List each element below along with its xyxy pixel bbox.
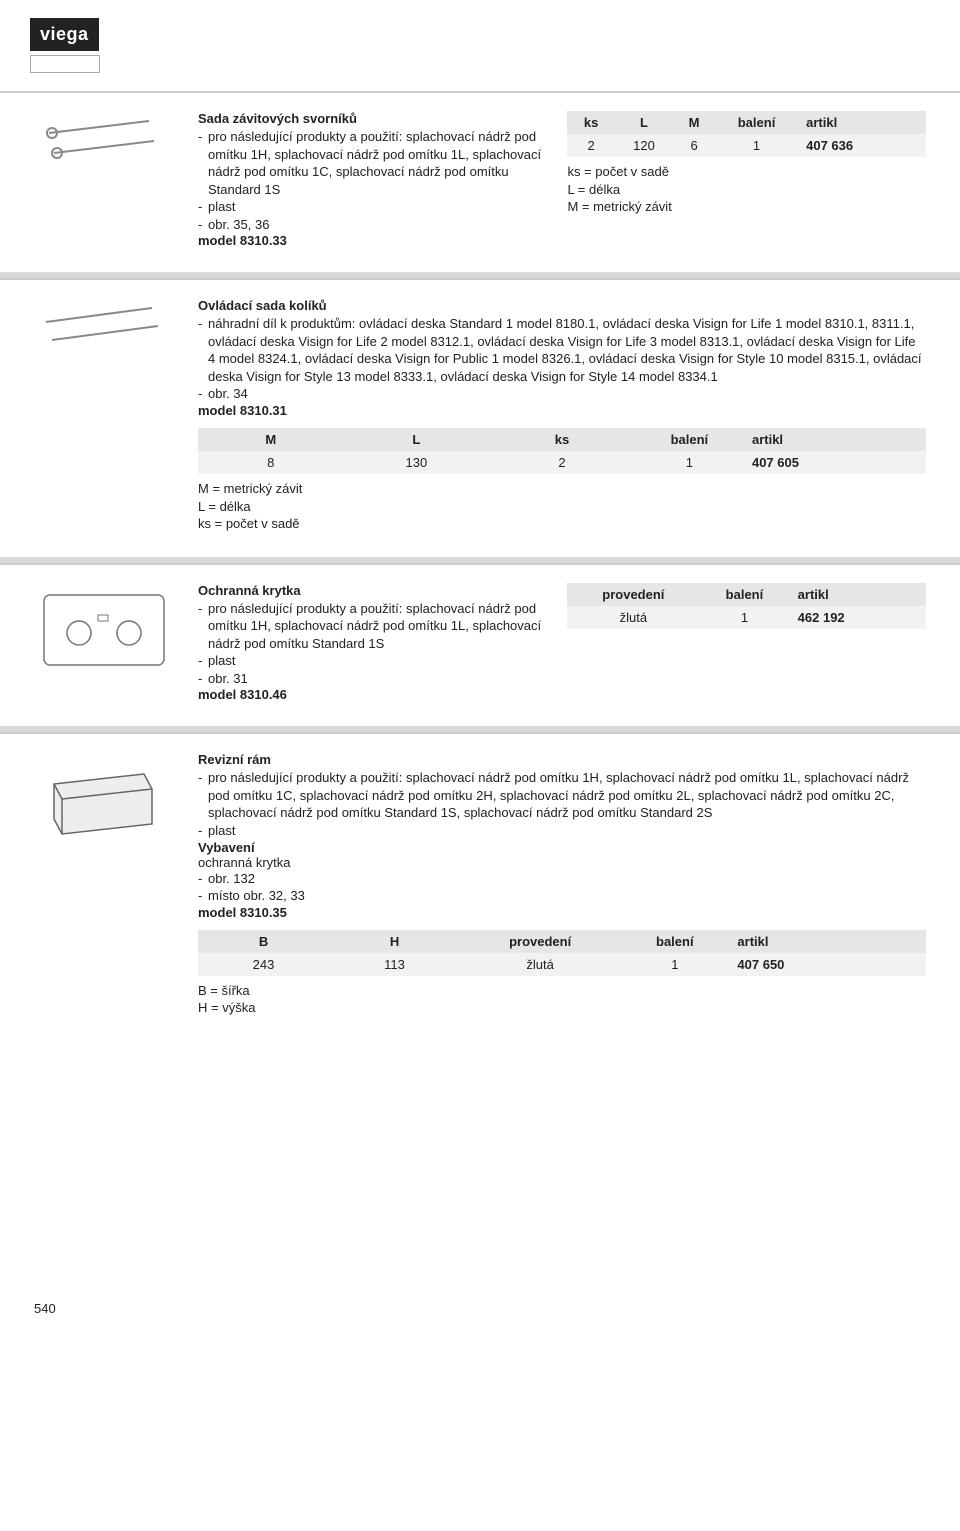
product-section-1: Sada závitových svorníků -pro následujíc…	[0, 91, 960, 272]
legend-4: B = šířka H = výška	[198, 982, 926, 1017]
product-desc: -pro následující produkty a použití: spl…	[198, 128, 547, 233]
equipment-text: ochranná krytka	[198, 855, 926, 870]
product-section-2: Ovládací sada kolíků -náhradní díl k pro…	[0, 278, 960, 556]
data-table-4: B H provedení balení artikl 243 113 žlut…	[198, 930, 926, 976]
product-title: Ovládací sada kolíků	[198, 298, 926, 313]
product-title: Ochranná krytka	[198, 583, 547, 598]
product-thumb-4	[34, 752, 184, 1016]
product-desc: -pro následující produkty a použití: spl…	[198, 769, 926, 839]
data-table-1: ks L M balení artikl 2 120 6 1 407 636	[567, 111, 926, 157]
product-title: Sada závitových svorníků	[198, 111, 547, 126]
data-table-2: M L ks balení artikl 8 130 2 1 407 605	[198, 428, 926, 474]
brand-logo: viega	[30, 18, 99, 51]
product-thumb-3	[34, 583, 184, 703]
logo-underline	[30, 55, 100, 73]
product-thumb-2	[34, 298, 184, 532]
equipment-label: Vybavení	[198, 840, 926, 855]
model-number: model 8310.31	[198, 403, 926, 418]
page-number: 540	[0, 1301, 960, 1336]
product-section-3: Ochranná krytka -pro následující produkt…	[0, 563, 960, 727]
model-number: model 8310.46	[198, 687, 547, 702]
model-number: model 8310.33	[198, 233, 547, 248]
product-title: Revizní rám	[198, 752, 926, 767]
product-thumb-1	[34, 111, 184, 248]
model-number: model 8310.35	[198, 905, 926, 920]
data-table-3: provedení balení artikl žlutá 1 462 192	[567, 583, 926, 629]
legend-2: M = metrický závit L = délka ks = počet …	[198, 480, 926, 533]
product-desc: -pro následující produkty a použití: spl…	[198, 600, 547, 688]
product-desc: -náhradní díl k produktům: ovládací desk…	[198, 315, 926, 403]
legend-1: ks = počet v sadě L = délka M = metrický…	[567, 163, 926, 216]
product-section-4: Revizní rám -pro následující produkty a …	[0, 732, 960, 1040]
